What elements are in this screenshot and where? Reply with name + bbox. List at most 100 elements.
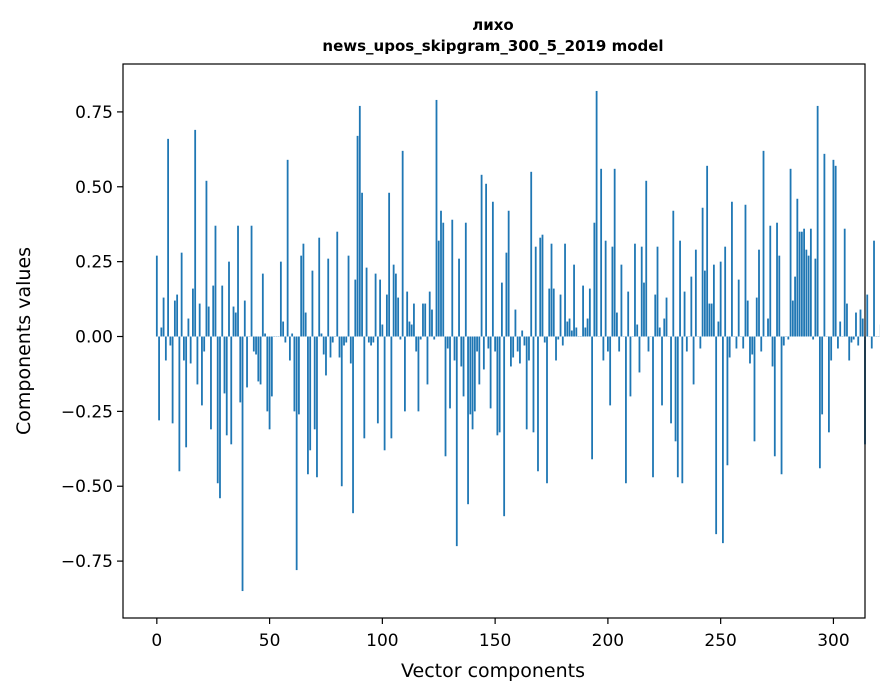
bar bbox=[313, 336, 316, 430]
y-tick-label: −0.75 bbox=[61, 552, 113, 572]
bar bbox=[336, 231, 339, 337]
bar bbox=[257, 336, 260, 382]
bar bbox=[643, 282, 645, 337]
bar bbox=[216, 336, 219, 484]
bar bbox=[322, 336, 325, 355]
bar bbox=[155, 255, 158, 337]
bar bbox=[266, 336, 269, 412]
bar bbox=[178, 336, 181, 472]
bar bbox=[769, 225, 772, 337]
bar bbox=[367, 336, 370, 343]
bar bbox=[749, 336, 751, 364]
bar bbox=[814, 258, 817, 337]
bar bbox=[230, 336, 233, 445]
bar bbox=[338, 336, 341, 358]
bar bbox=[164, 336, 167, 361]
bar bbox=[755, 297, 758, 337]
bar bbox=[379, 279, 381, 337]
bar bbox=[857, 336, 860, 346]
chart-subtitle: news_upos_skipgram_300_5_2019 model bbox=[322, 37, 663, 55]
bar bbox=[613, 168, 616, 337]
bar bbox=[588, 288, 591, 337]
bar bbox=[478, 336, 481, 385]
bar bbox=[214, 225, 217, 337]
bar bbox=[302, 243, 305, 337]
bar bbox=[514, 309, 517, 337]
bar bbox=[444, 336, 447, 457]
bar bbox=[832, 159, 835, 337]
x-tick-label: 100 bbox=[366, 631, 398, 651]
bar bbox=[349, 336, 352, 364]
bar bbox=[228, 261, 230, 337]
bar bbox=[451, 219, 454, 337]
bar bbox=[413, 303, 415, 337]
bar bbox=[800, 231, 803, 337]
bar bbox=[309, 336, 312, 451]
bars-group bbox=[155, 90, 880, 592]
bar bbox=[539, 237, 542, 337]
bar bbox=[796, 198, 799, 337]
bar bbox=[712, 264, 715, 337]
bar bbox=[606, 336, 609, 352]
bar bbox=[460, 336, 463, 367]
bar bbox=[180, 252, 183, 337]
bar bbox=[546, 336, 548, 484]
bar bbox=[343, 336, 345, 346]
bar bbox=[167, 138, 169, 337]
bar bbox=[568, 318, 571, 337]
bar bbox=[268, 336, 271, 430]
bar bbox=[404, 336, 406, 412]
bar bbox=[203, 336, 206, 352]
y-tick-label: 0.50 bbox=[75, 178, 113, 198]
x-tick-label: 250 bbox=[704, 631, 736, 651]
bar bbox=[327, 258, 330, 337]
bar bbox=[591, 336, 593, 460]
bar bbox=[625, 336, 627, 484]
bar bbox=[708, 303, 711, 337]
x-tick-label: 0 bbox=[151, 631, 162, 651]
y-tick-label: −0.25 bbox=[61, 402, 113, 422]
bar bbox=[318, 237, 321, 337]
bar bbox=[742, 336, 745, 349]
bar bbox=[237, 225, 239, 337]
bar bbox=[358, 105, 361, 337]
bar bbox=[647, 336, 650, 352]
bar bbox=[645, 180, 648, 337]
bar bbox=[512, 336, 515, 358]
bar bbox=[182, 336, 185, 361]
bar bbox=[710, 303, 713, 337]
bar bbox=[753, 336, 756, 442]
bar bbox=[496, 336, 499, 436]
bar bbox=[830, 336, 833, 361]
bar bbox=[850, 336, 853, 343]
x-tick-label: 200 bbox=[592, 631, 624, 651]
bar bbox=[500, 282, 503, 337]
bar bbox=[173, 300, 176, 337]
bar bbox=[701, 207, 704, 337]
bar bbox=[399, 336, 402, 340]
bar bbox=[331, 336, 334, 343]
bar bbox=[293, 336, 296, 412]
y-tick-label: 0.75 bbox=[75, 103, 113, 123]
bar bbox=[654, 294, 657, 337]
bar bbox=[746, 300, 749, 337]
bar bbox=[555, 336, 557, 361]
bar bbox=[252, 336, 255, 352]
bar bbox=[259, 336, 262, 385]
bar bbox=[776, 222, 778, 337]
bar bbox=[839, 321, 842, 337]
bar bbox=[381, 324, 384, 337]
bar bbox=[809, 228, 812, 337]
bar bbox=[473, 336, 476, 412]
bar bbox=[586, 318, 589, 337]
bar bbox=[767, 318, 769, 337]
bar bbox=[557, 336, 560, 340]
bar bbox=[406, 291, 409, 337]
bar bbox=[169, 336, 172, 346]
bar bbox=[442, 222, 445, 337]
bar bbox=[295, 336, 298, 571]
bar bbox=[516, 336, 519, 352]
bar bbox=[724, 246, 727, 337]
bar bbox=[787, 336, 790, 340]
chart-title: лихо bbox=[472, 16, 513, 34]
